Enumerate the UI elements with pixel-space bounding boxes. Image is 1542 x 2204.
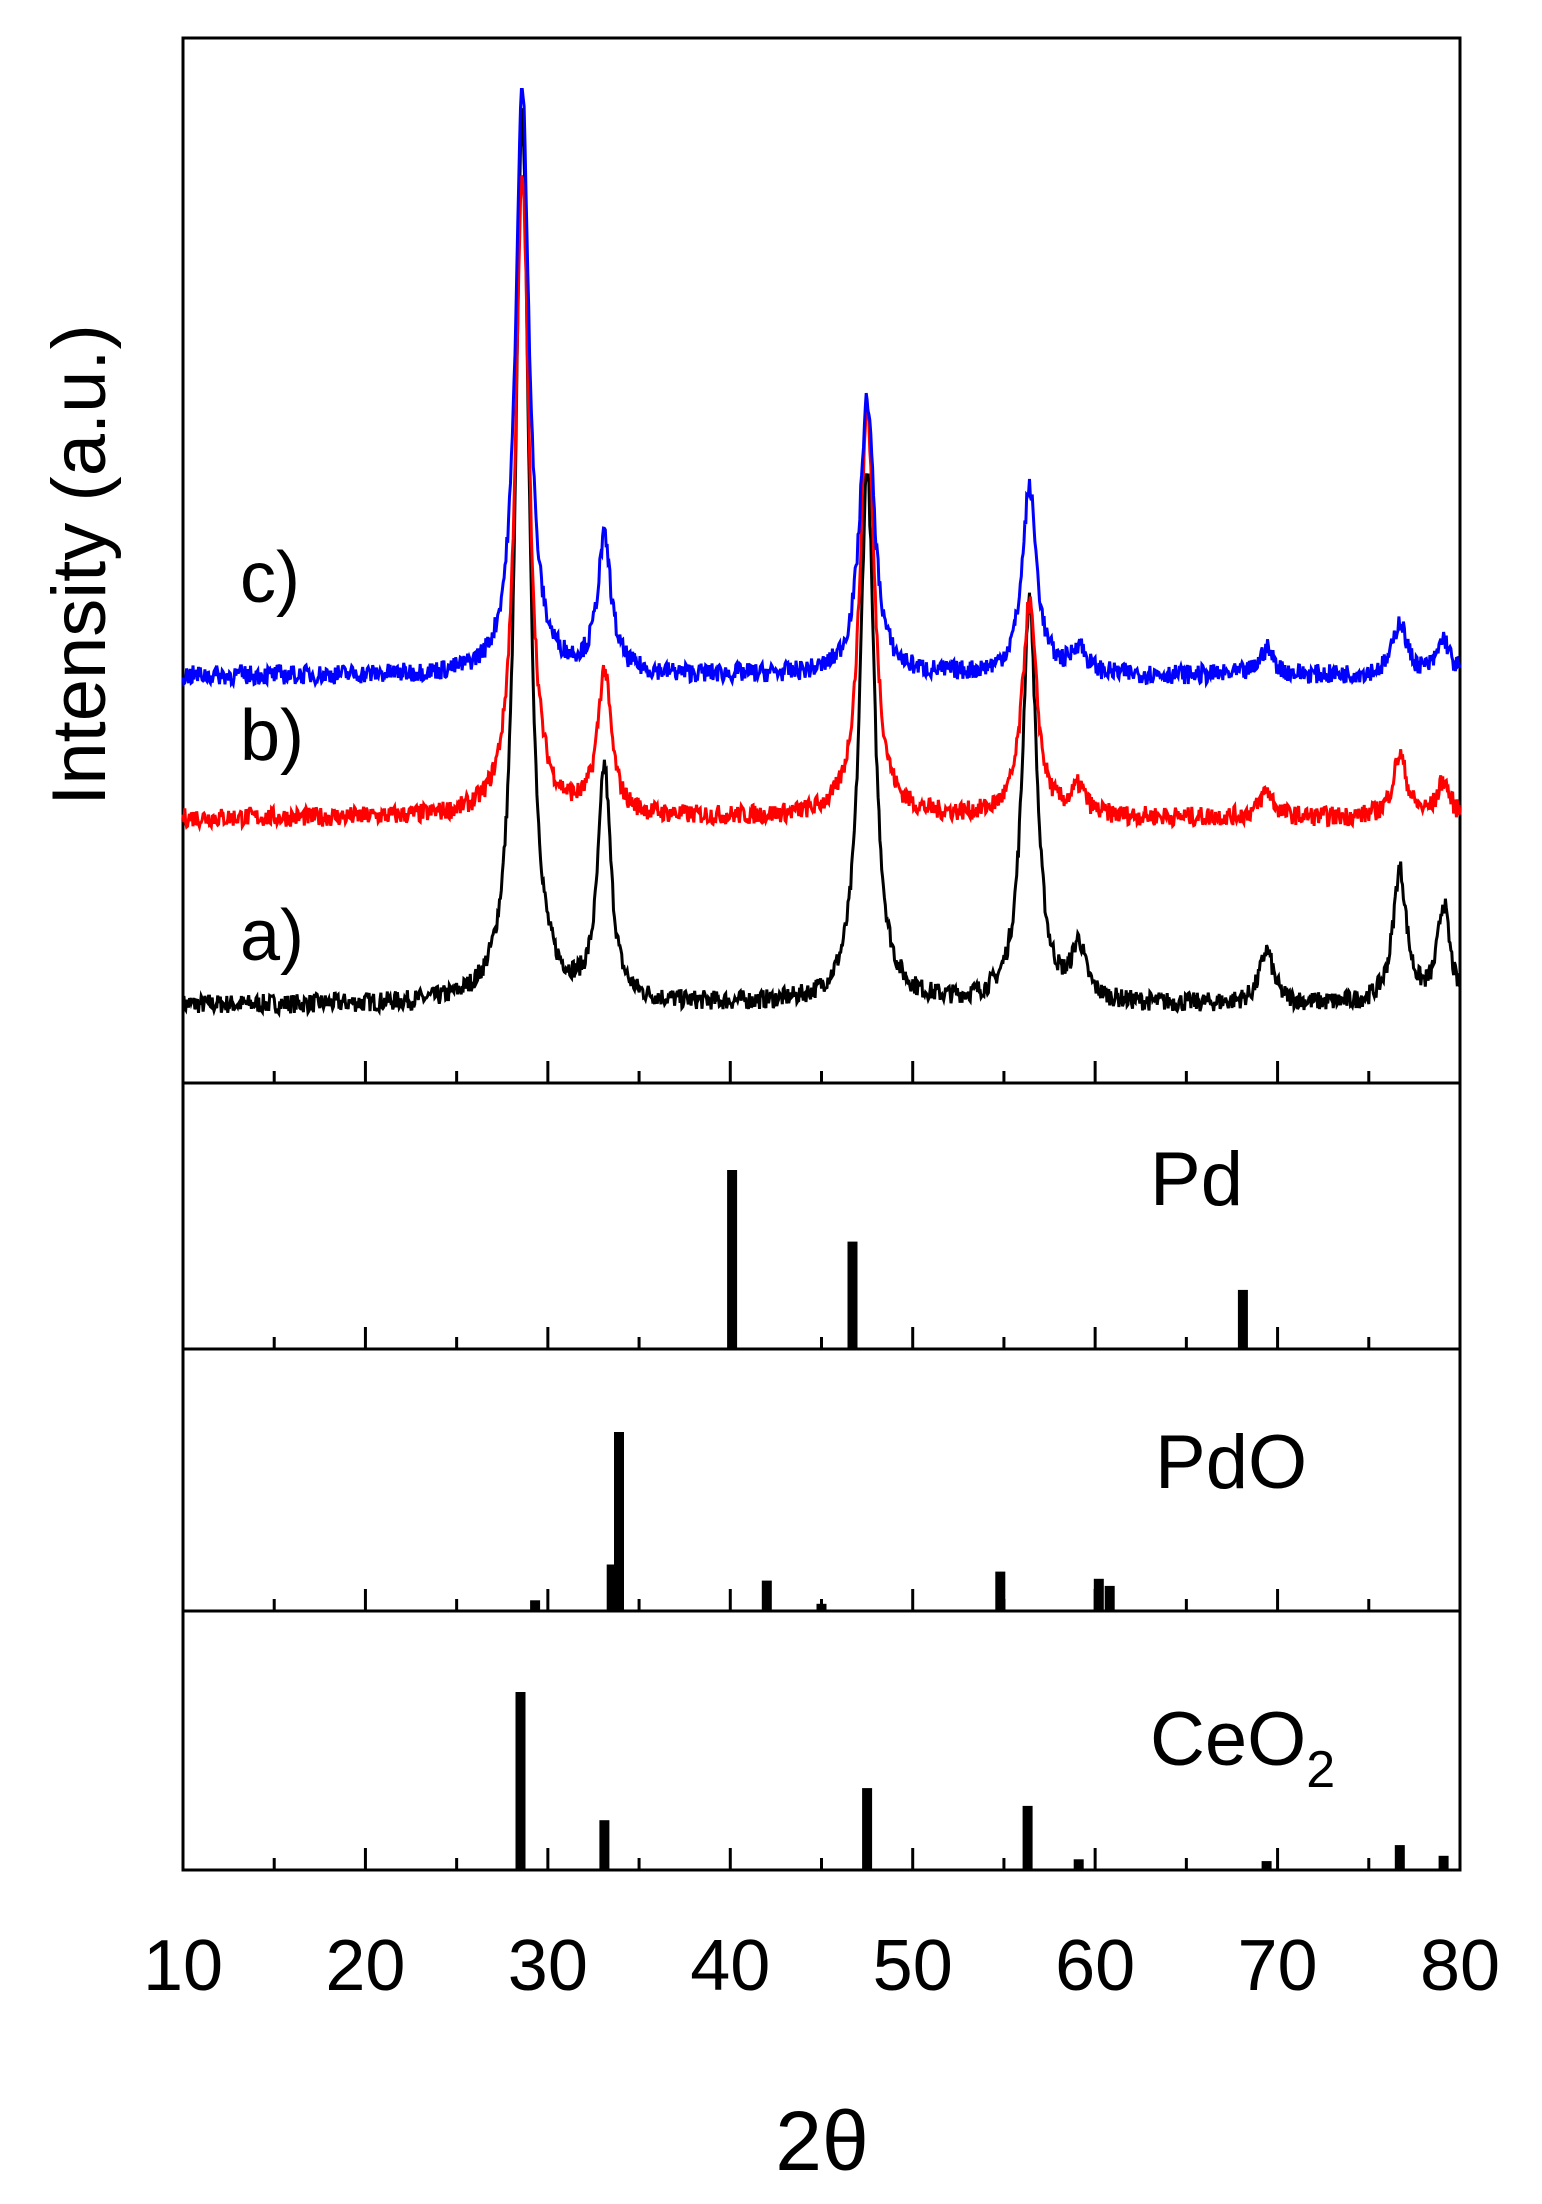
- reference-label-pd: Pd: [1150, 1137, 1243, 1222]
- x-tick-label: 80: [1420, 1926, 1500, 2006]
- reference-stick-pdo: [1104, 1585, 1115, 1611]
- reference-sticks-ceo2: [515, 1692, 1449, 1870]
- reference-label-ceo2: CeO2: [1150, 1697, 1335, 1799]
- series-lines: [181, 88, 1462, 1018]
- reference-sticks-pd: [727, 1170, 1248, 1349]
- series-label-a: a): [240, 896, 304, 976]
- reference-stick-ceo2: [862, 1788, 873, 1870]
- x-tick-label: 30: [508, 1926, 588, 2006]
- series-line-b: [181, 175, 1462, 833]
- reference-stick-pd: [1237, 1289, 1248, 1349]
- reference-stick-pdo: [995, 1571, 1006, 1611]
- reference-label-ceo2-main: CeO: [1150, 1697, 1306, 1782]
- reference-stick-pdo: [761, 1580, 772, 1611]
- x-tick-label: 40: [690, 1926, 770, 2006]
- reference-label-ceo2-subscript: 2: [1306, 1741, 1335, 1799]
- reference-stick-ceo2: [1394, 1845, 1405, 1870]
- series-label-b: b): [240, 696, 304, 776]
- reference-stick-ceo2: [1438, 1855, 1449, 1870]
- series-labels: c) b) a): [240, 538, 304, 976]
- reference-stick-ceo2: [515, 1692, 526, 1870]
- reference-stick-pdo: [606, 1564, 617, 1611]
- x-axis-tick-labels: 10 20 30 40 50 60 70 80: [143, 1926, 1500, 2006]
- reference-stick-pd: [727, 1170, 738, 1349]
- reference-stick-pdo: [614, 1432, 624, 1611]
- x-axis-title: 2θ: [775, 2094, 868, 2188]
- x-axis-ticks: [181, 1061, 1462, 1870]
- reference-stick-pd: [847, 1241, 858, 1349]
- x-tick-label: 70: [1238, 1926, 1318, 2006]
- reference-stick-pdo: [530, 1600, 541, 1611]
- series-line-c: [181, 88, 1462, 690]
- series-line-a: [181, 108, 1462, 1018]
- reference-label-pdo: PdO: [1155, 1420, 1307, 1505]
- x-tick-label: 60: [1055, 1926, 1135, 2006]
- reference-stick-ceo2: [1261, 1861, 1272, 1870]
- pattern-panel: c) b) a) Intensity (a.u.): [37, 36, 1462, 1085]
- reference-stick-ceo2: [1073, 1859, 1084, 1870]
- x-tick-label: 50: [873, 1926, 953, 2006]
- x-tick-label: 20: [325, 1926, 405, 2006]
- x-tick-label: 10: [143, 1926, 223, 2006]
- reference-stick-ceo2: [599, 1820, 610, 1870]
- series-label-c: c): [240, 538, 300, 618]
- reference-stick-ceo2: [1022, 1805, 1033, 1870]
- y-axis-title: Intensity (a.u.): [37, 324, 122, 806]
- reference-stick-pdo: [1093, 1578, 1104, 1611]
